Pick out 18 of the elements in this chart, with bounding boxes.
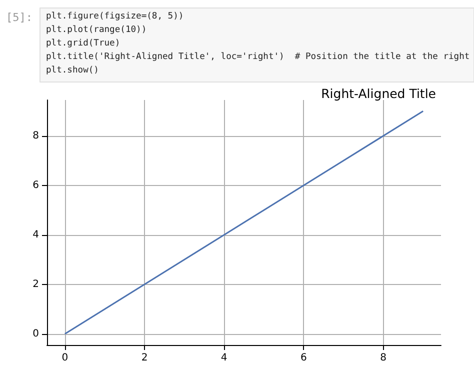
y-tick-label: 4	[32, 229, 39, 240]
text: plt.plot(range(10))	[46, 25, 147, 35]
chart-title: Right-Aligned Title	[321, 86, 436, 101]
y-tick-label: 6	[32, 180, 39, 191]
y-tick-label: 2	[32, 278, 39, 290]
y-tick-label: 8	[32, 130, 39, 142]
x-tick-label: 0	[62, 352, 68, 364]
x-tick-label: 2	[141, 352, 148, 364]
x-tick-label: 8	[380, 352, 386, 364]
text: plt.title('Right-Aligned Title', loc='right') # Position the title at the right	[46, 52, 470, 62]
x-tick-label: 6	[300, 352, 307, 364]
text: [5]:	[6, 11, 32, 24]
text: plt.figure(figsize=(8, 5))	[46, 12, 184, 22]
text: plt.show()	[46, 66, 99, 76]
y-tick-label: 0	[32, 328, 39, 340]
text: plt.grid(True)	[46, 38, 120, 48]
x-tick-label: 4	[220, 352, 228, 364]
line-series	[64, 110, 424, 335]
